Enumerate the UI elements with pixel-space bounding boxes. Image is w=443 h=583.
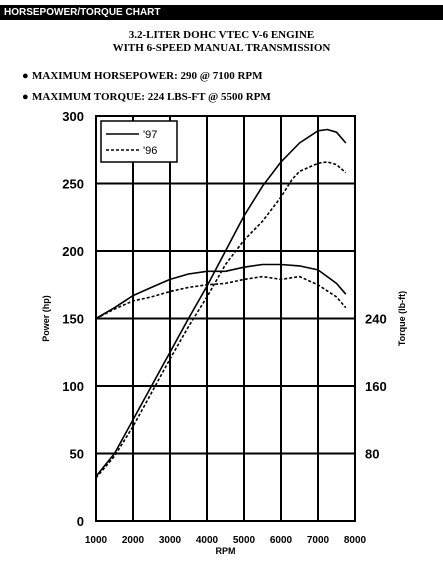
y-tick-label: 200: [62, 244, 84, 259]
series-line-torque-96: [95, 275, 347, 320]
x-tick-label: 1000: [85, 535, 108, 546]
legend-label: '96: [143, 145, 157, 157]
legend-box: [100, 120, 178, 163]
y2-tick-label: 80: [365, 447, 379, 462]
y-tick-label: 50: [70, 447, 84, 462]
spec-max-torque: ● MAXIMUM TORQUE: 224 LBS-FT @ 5500 RPM: [22, 91, 271, 103]
y2-tick-label: 240: [365, 312, 387, 327]
x-tick-label: 4000: [196, 535, 219, 546]
bullet-icon: ●: [22, 91, 29, 103]
x-tick-label: 8000: [344, 535, 367, 546]
bullet-icon: ●: [22, 70, 29, 82]
x-tick-label: 2000: [122, 535, 145, 546]
spec-label: MAXIMUM TORQUE: 224 LBS-FT @ 5500 RPM: [32, 91, 271, 103]
legend-label: '97: [143, 129, 157, 141]
y-tick-label: 250: [62, 177, 84, 192]
y-tick-label: 0: [77, 514, 84, 529]
title-line-2: WITH 6-SPEED MANUAL TRANSMISSION: [112, 42, 331, 54]
x-tick-label: 6000: [270, 535, 293, 546]
spec-max-horsepower: ● MAXIMUM HORSEPOWER: 290 @ 7100 RPM: [22, 70, 263, 82]
y-tick-label: 300: [62, 109, 84, 124]
chart-title: 3.2-LITER DOHC VTEC V-6 ENGINE WITH 6-SP…: [0, 29, 443, 55]
spec-label: MAXIMUM HORSEPOWER: 290 @ 7100 RPM: [32, 70, 263, 82]
x-axis-label: RPM: [216, 546, 236, 556]
series-line-power-97: [95, 128, 347, 477]
series-line-torque-97: [95, 263, 347, 320]
chart-header-bar: HORSEPOWER/TORQUE CHART: [0, 5, 443, 20]
header-label: HORSEPOWER/TORQUE CHART: [4, 7, 161, 18]
y2-axis-label: Torque (lb-ft): [397, 291, 407, 346]
title-line-1: 3.2-LITER DOHC VTEC V-6 ENGINE: [128, 29, 315, 41]
y-tick-label: 100: [62, 379, 84, 394]
x-tick-label: 3000: [159, 535, 182, 546]
x-tick-label: 5000: [233, 535, 256, 546]
y2-tick-label: 160: [365, 379, 387, 394]
y-tick-label: 150: [62, 312, 84, 327]
x-tick-label: 7000: [307, 535, 330, 546]
y-axis-label: Power (hp): [41, 295, 51, 342]
series-line-power-96: [95, 161, 347, 479]
